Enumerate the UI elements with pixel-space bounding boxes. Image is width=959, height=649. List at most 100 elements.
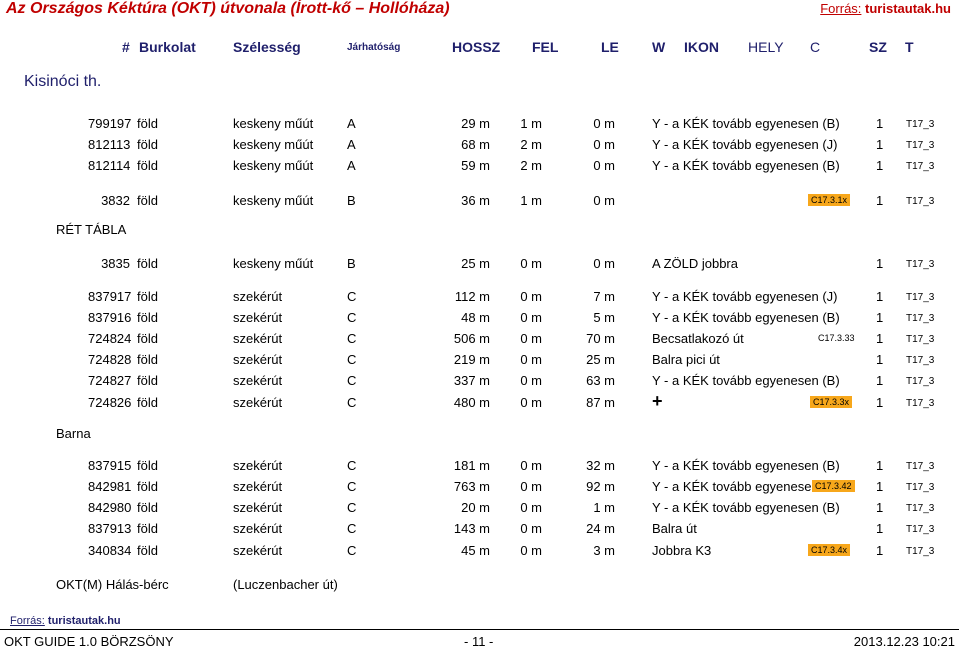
row-direction: Y - a KÉK tovább egyenesen (J) [652, 289, 838, 304]
row-direction: Jobbra K3 [652, 543, 712, 558]
table-row: 724826 föld szekérút C 480 m 0 m 87 m +1 T17_3 C1… [0, 391, 959, 411]
row-length: 763 m [453, 479, 490, 494]
row-down: 0 m [593, 158, 615, 173]
row-width: keskeny műút [233, 158, 314, 173]
place-ret-tabla: RÉT TÁBLA [56, 222, 127, 237]
row-up: 0 m [520, 395, 542, 410]
row-length: 36 m [461, 193, 490, 208]
row-width: szekérút [233, 479, 283, 494]
row-width: szekérút [233, 395, 283, 410]
row-passability: A [347, 137, 356, 152]
row-up: 0 m [520, 373, 542, 388]
row-id: 812113 [88, 137, 131, 152]
row-down: 1 m [593, 500, 615, 515]
header-sz: SZ [869, 39, 887, 55]
footer-source: Forrás: turistautak.hu [10, 615, 121, 627]
row-surface: föld [137, 137, 158, 152]
row-id: 842980 [88, 500, 132, 515]
row-sz: 1 [876, 543, 884, 558]
row-up: 0 m [520, 331, 542, 346]
row-up: 2 m [520, 137, 542, 152]
row-up: 2 m [520, 158, 542, 173]
row-code: T17_3 [906, 546, 935, 557]
footer-page: - 11 - [464, 634, 494, 649]
header-down: LE [601, 39, 619, 55]
header-length: HOSSZ [452, 39, 501, 55]
row-sz: 1 [876, 193, 884, 208]
row-sz: 1 [876, 331, 884, 346]
row-width: keskeny műút [233, 116, 314, 131]
row-surface: föld [137, 543, 158, 558]
table-row: 812113 föld keskeny műút A 68 m 2 m 0 m Y - a K… [0, 135, 959, 153]
row-passability: C [347, 289, 357, 304]
row-width: keskeny műút [233, 256, 314, 271]
table-row: 3835 föld keskeny műút B 25 m 0 m 0 m A ZÖLD jo… [0, 254, 959, 272]
row-sz: 1 [876, 158, 884, 173]
row-sz: 1 [876, 289, 884, 304]
row-badge: C17.3.33 [818, 333, 855, 343]
row-surface: föld [137, 310, 158, 325]
footer-source-value[interactable]: turistautak.hu [47, 615, 121, 627]
row-sz: 1 [876, 521, 884, 536]
row-width: szekérút [233, 521, 283, 536]
row-length: 68 m [461, 137, 490, 152]
row-sz: 1 [876, 373, 884, 388]
table-row: 837917 föld szekérút C 112 m 0 m 7 m Y - a KÉK … [0, 287, 959, 305]
row-sz: 1 [876, 500, 884, 515]
row-sz: 1 [876, 137, 884, 152]
row-surface: föld [137, 395, 158, 410]
row-width: keskeny műút [233, 137, 314, 152]
row-width: szekérút [233, 458, 283, 473]
row-down: 92 m [586, 479, 615, 494]
row-length: 480 m [453, 395, 490, 410]
row-badge: C17.3.1x [808, 194, 851, 206]
row-width: szekérút [233, 310, 283, 325]
table-row: 837915 föld szekérút C 181 m 0 m 32 m Y - a KÉK… [0, 456, 959, 474]
row-surface: föld [137, 500, 158, 515]
row-down: 0 m [593, 193, 615, 208]
row-sz: 1 [876, 116, 884, 131]
row-badge: C17.3.4x [808, 544, 851, 556]
row-id: 837913 [88, 521, 132, 536]
row-surface: föld [137, 158, 158, 173]
row-id: 812114 [88, 158, 131, 173]
footer-source-label: Forrás: [10, 615, 45, 627]
row-code: T17_3 [906, 482, 935, 493]
source-value[interactable]: turistautak.hu [865, 1, 951, 16]
row-code: T17_3 [906, 313, 935, 324]
header-t: T [905, 39, 914, 55]
footer-date: 2013.12.23 10:21 [853, 634, 955, 649]
row-down: 25 m [586, 352, 615, 367]
row-down: 70 m [586, 331, 615, 346]
row-direction: + [652, 391, 663, 411]
row-passability: C [347, 479, 357, 494]
row-direction: Y - a KÉK tovább egyenesen (J) [652, 137, 838, 152]
row-code: T17_3 [906, 259, 935, 270]
row-passability: C [347, 310, 357, 325]
table-row: 842981 föld szekérút C 763 m 0 m 92 m Y - a KÉK… [0, 477, 959, 495]
row-down: 3 m [593, 543, 615, 558]
row-code: T17_3 [906, 292, 935, 303]
row-length: 143 m [453, 521, 490, 536]
row-up: 1 m [520, 193, 542, 208]
row-surface: föld [137, 521, 158, 536]
row-length: 20 m [461, 500, 490, 515]
row-badge: C17.3.42 [812, 480, 855, 492]
row-code: T17_3 [906, 355, 935, 366]
row-down: 5 m [593, 310, 615, 325]
row-width: keskeny műút [233, 193, 314, 208]
place-start: Kisinóci th. [24, 73, 102, 90]
table-row: 837916 föld szekérút C 48 m 0 m 5 m Y - a KÉK t… [0, 308, 959, 326]
row-code: T17_3 [906, 196, 935, 207]
header-num: # [122, 39, 130, 55]
row-passability: C [347, 331, 357, 346]
header-surface: Burkolat [139, 39, 196, 55]
row-surface: föld [137, 256, 158, 271]
row-direction: Y - a KÉK tovább egyenesen (B) [652, 158, 840, 173]
row-sz: 1 [876, 310, 884, 325]
footer-guide: OKT GUIDE 1.0 BÖRZSÖNY [4, 634, 174, 649]
row-code: T17_3 [906, 461, 935, 472]
source-label: Forrás: [820, 1, 862, 16]
row-id: 724827 [88, 373, 132, 388]
row-code: T17_3 [906, 398, 935, 409]
